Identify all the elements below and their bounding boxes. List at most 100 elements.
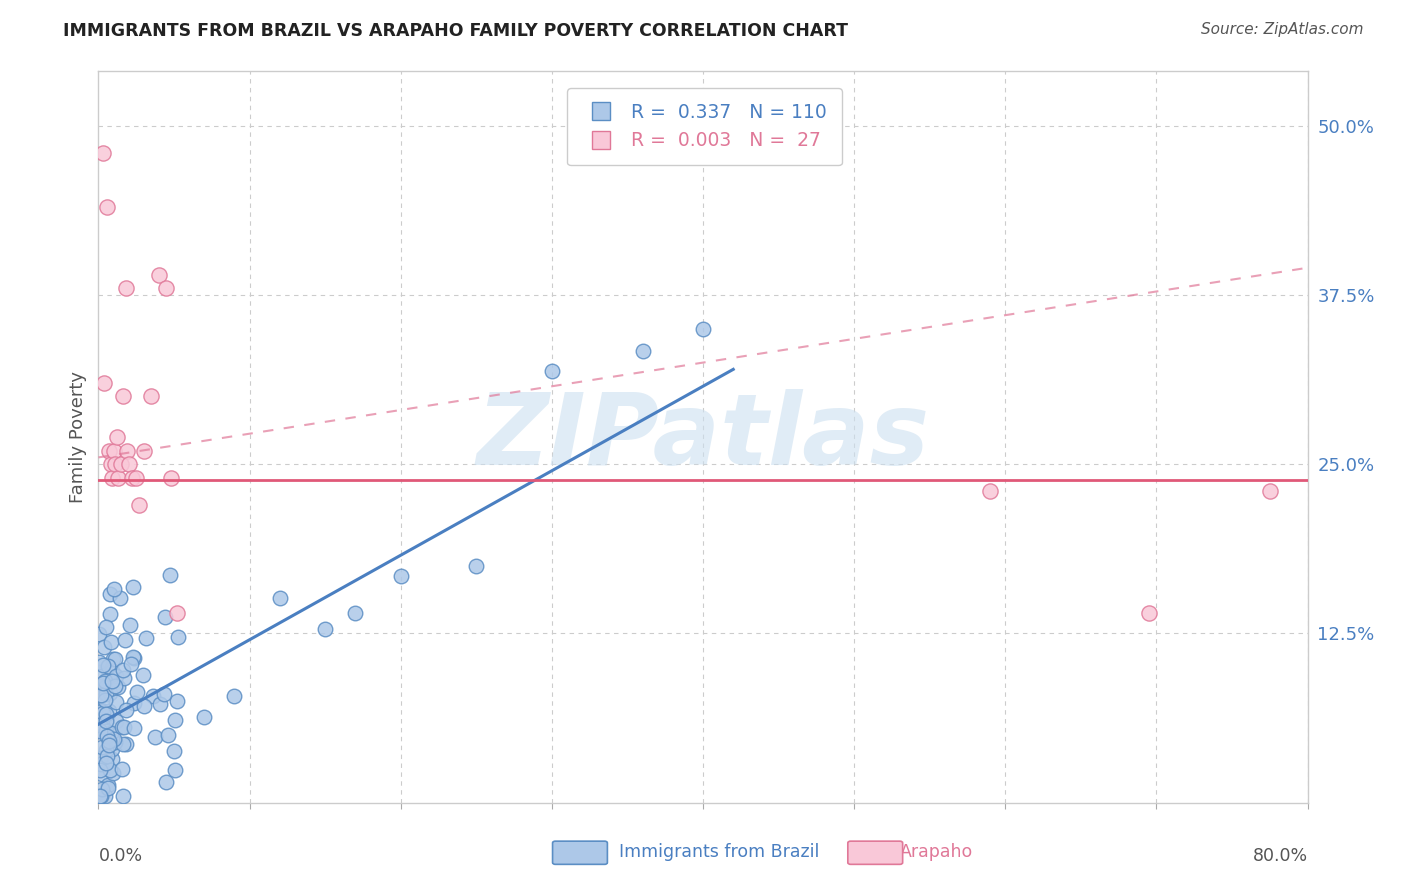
Point xyxy=(114,632,136,647)
Point xyxy=(104,652,127,666)
Point xyxy=(115,737,138,751)
Point xyxy=(143,730,166,744)
Point xyxy=(224,689,246,703)
Y-axis label: Family Poverty: Family Poverty xyxy=(69,371,87,503)
Point xyxy=(105,669,128,683)
Point xyxy=(314,622,336,636)
Point xyxy=(1137,606,1160,620)
Point xyxy=(112,737,135,751)
Point xyxy=(142,689,165,703)
Point xyxy=(111,389,134,403)
Point xyxy=(97,781,120,796)
Point xyxy=(128,498,150,512)
Point xyxy=(91,145,114,160)
Point xyxy=(163,713,186,727)
Point xyxy=(94,714,117,728)
Point xyxy=(89,718,111,732)
Point xyxy=(100,764,122,778)
Point xyxy=(101,471,124,485)
Point xyxy=(104,714,127,728)
Point xyxy=(120,657,142,672)
Point xyxy=(118,618,141,632)
Point xyxy=(101,665,124,679)
Point xyxy=(344,606,367,620)
Point xyxy=(98,443,121,458)
Point xyxy=(148,268,170,282)
Point xyxy=(107,680,129,694)
Point xyxy=(98,587,121,601)
Point xyxy=(93,640,115,654)
Point xyxy=(96,706,118,721)
Point xyxy=(94,693,117,707)
Point xyxy=(90,789,112,803)
Point xyxy=(91,705,114,719)
Point xyxy=(135,631,157,645)
Point xyxy=(100,635,122,649)
Point xyxy=(105,695,128,709)
Point xyxy=(389,569,412,583)
Point xyxy=(93,789,115,803)
Point xyxy=(98,686,121,700)
Point xyxy=(104,735,127,749)
Point xyxy=(91,676,114,690)
Point xyxy=(90,703,112,717)
Point xyxy=(91,740,114,755)
Point xyxy=(111,762,134,776)
Point xyxy=(104,457,127,471)
Point xyxy=(101,752,124,766)
Point xyxy=(125,685,148,699)
Point xyxy=(93,658,115,673)
Point xyxy=(94,680,117,694)
Point xyxy=(94,724,117,739)
Point xyxy=(98,705,121,719)
Point xyxy=(112,789,135,803)
Point xyxy=(163,744,186,758)
Point xyxy=(1258,484,1281,499)
Point xyxy=(107,471,129,485)
Point xyxy=(125,471,148,485)
Point xyxy=(89,723,111,738)
Point xyxy=(166,694,188,708)
Legend: R =  0.337   N = 110, R =  0.003   N =  27: R = 0.337 N = 110, R = 0.003 N = 27 xyxy=(567,88,842,165)
Point xyxy=(94,756,117,771)
Point xyxy=(87,724,110,739)
Point xyxy=(89,764,111,778)
Point xyxy=(104,679,127,693)
Point xyxy=(193,710,215,724)
Point xyxy=(160,471,183,485)
Point xyxy=(94,673,117,688)
Point xyxy=(122,651,145,665)
Point xyxy=(121,471,143,485)
Point xyxy=(465,558,488,573)
Point xyxy=(166,606,188,620)
Point xyxy=(96,687,118,701)
Point xyxy=(149,697,172,711)
Point xyxy=(103,443,125,458)
Text: Arapaho: Arapaho xyxy=(900,843,973,861)
Point xyxy=(89,789,111,803)
Point xyxy=(153,687,176,701)
Point xyxy=(94,743,117,757)
Point xyxy=(101,651,124,665)
Point xyxy=(159,567,181,582)
Point xyxy=(90,781,112,796)
Point xyxy=(157,727,180,741)
Point xyxy=(100,673,122,688)
Point xyxy=(155,281,177,295)
Point xyxy=(155,775,177,789)
Point xyxy=(101,765,124,780)
Point xyxy=(114,720,136,734)
Point xyxy=(96,749,118,764)
Point xyxy=(105,430,128,444)
Point xyxy=(89,789,111,803)
Point xyxy=(692,322,714,336)
Point xyxy=(98,733,121,747)
Point xyxy=(166,631,188,645)
Text: ZIPatlas: ZIPatlas xyxy=(477,389,929,485)
Point xyxy=(98,738,121,752)
Point xyxy=(540,364,562,378)
Point xyxy=(121,581,143,595)
Point xyxy=(96,730,118,744)
Text: IMMIGRANTS FROM BRAZIL VS ARAPAHO FAMILY POVERTY CORRELATION CHART: IMMIGRANTS FROM BRAZIL VS ARAPAHO FAMILY… xyxy=(63,22,848,40)
Point xyxy=(94,620,117,634)
